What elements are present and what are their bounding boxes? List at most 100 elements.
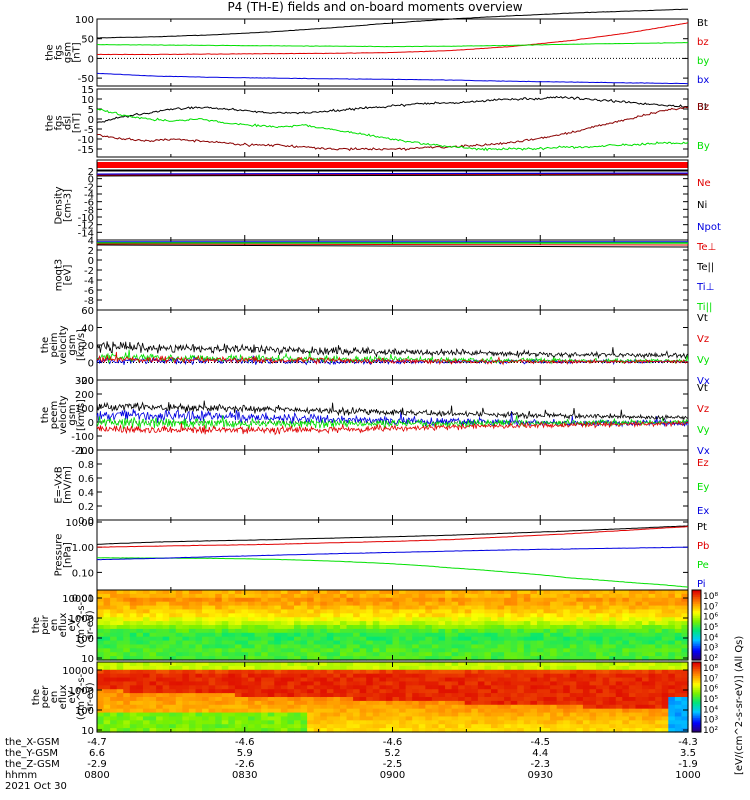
spectrogram-cell <box>169 628 177 634</box>
spectrogram-cell <box>372 609 380 614</box>
spectrogram-cell <box>123 605 131 611</box>
spectrogram-cell <box>353 700 361 706</box>
spectrogram-cell <box>274 677 282 683</box>
spectrogram-cell <box>294 621 302 626</box>
spectrogram-cell <box>156 724 164 729</box>
spectrogram-cell <box>156 632 164 638</box>
spectrogram-cell <box>379 673 387 679</box>
spectrogram-cell <box>215 593 223 599</box>
spectrogram-cell <box>556 669 564 675</box>
spectrogram-cell <box>642 662 650 667</box>
spectrogram-cell <box>267 601 275 607</box>
spectrogram-cell <box>609 673 617 679</box>
spectrogram-cell <box>129 669 137 675</box>
spectrogram-cell <box>182 590 190 595</box>
spectrogram-cell <box>484 697 492 702</box>
spectrogram-cell <box>162 609 170 614</box>
spectrogram-cell <box>609 697 617 702</box>
spectrogram-cell <box>609 625 617 630</box>
spectrogram-cell <box>339 665 348 671</box>
spectrogram-cell <box>248 673 256 679</box>
spectrogram-cell <box>530 597 538 603</box>
spectrogram-cell <box>353 704 361 710</box>
spectrogram-cell <box>471 704 479 710</box>
spectrogram-cell <box>563 689 571 694</box>
spectrogram-cell <box>596 636 604 642</box>
spectrogram-cell <box>576 708 584 714</box>
spectrogram-cell <box>438 609 446 614</box>
spectrogram-cell <box>530 662 538 667</box>
spectrogram-cell <box>136 669 144 675</box>
spectrogram-cell <box>464 593 472 599</box>
spectrogram-cell <box>294 728 302 733</box>
spectrogram-cell <box>412 693 420 698</box>
spectrogram-cell <box>110 681 118 686</box>
spectrogram-cell <box>254 609 262 614</box>
spectrogram-cell <box>543 689 551 694</box>
spectrogram-cell <box>175 685 183 690</box>
spectrogram-cell <box>379 677 387 683</box>
spectrogram-cell <box>208 590 216 595</box>
spectrogram-cell <box>129 724 137 729</box>
spectrogram-cell <box>589 728 597 733</box>
spectrogram-cell <box>175 597 183 603</box>
spectrogram-cell <box>294 605 302 611</box>
spectrogram-cell <box>202 628 210 634</box>
spectrogram-cell <box>307 724 315 729</box>
spectrogram-cell <box>635 625 643 630</box>
spectrogram-cell <box>628 644 637 649</box>
spectrogram-cell <box>536 681 545 686</box>
spectrogram-cell <box>228 640 236 646</box>
spectrogram-cell <box>530 636 538 642</box>
spectrogram-cell <box>504 720 512 725</box>
spectrogram-cell <box>353 605 361 611</box>
spectrogram-cell <box>405 628 413 634</box>
spectrogram-cell <box>674 636 683 642</box>
spectrogram-cell <box>497 644 505 649</box>
spectrogram-cell <box>188 697 197 702</box>
spectrogram-cell <box>97 697 105 702</box>
colorbar-cell <box>692 718 701 721</box>
spectrogram-cell <box>491 597 499 603</box>
spectrogram-cell <box>596 590 604 595</box>
spectrogram-cell <box>517 662 525 667</box>
spectrogram-cell <box>320 700 328 706</box>
spectrogram-cell <box>412 673 420 679</box>
spectrogram-cell <box>405 724 413 729</box>
colorbar-cell <box>692 677 701 681</box>
spectrogram-cell <box>110 716 118 721</box>
colorbar-cell <box>692 726 701 730</box>
spectrogram-cell <box>471 593 479 599</box>
spectrogram-cell <box>287 605 295 611</box>
spectrogram-cell <box>248 625 256 630</box>
spectrogram-cell <box>228 724 236 729</box>
spectrogram-cell <box>215 669 223 675</box>
spectrogram-cell <box>451 636 459 642</box>
spectrogram-cell <box>110 644 118 649</box>
spectrogram-cell <box>399 662 407 667</box>
spectrogram-cell <box>615 597 623 603</box>
y-tick-label: 0 <box>88 54 94 65</box>
spectrogram-cell <box>464 625 472 630</box>
spectrogram-cell <box>418 617 426 622</box>
spectrogram-cell <box>635 590 643 595</box>
spectrogram-cell <box>668 590 676 595</box>
spectrogram-cell <box>234 720 243 725</box>
spectrogram-cell <box>471 685 479 690</box>
spectrogram-cell <box>582 652 591 657</box>
spectrogram-cell <box>464 613 472 618</box>
spectrogram-cell <box>215 601 223 607</box>
spectrogram-cell <box>668 617 676 622</box>
spectrogram-cell <box>346 656 354 661</box>
spectrogram-cell <box>674 621 683 626</box>
spectrogram-cell <box>326 681 334 686</box>
spectrogram-cell <box>110 625 118 630</box>
spectrogram-cell <box>97 593 105 599</box>
spectrogram-cell <box>221 605 229 611</box>
spectrogram-cell <box>642 590 650 595</box>
spectrogram-cell <box>307 697 315 702</box>
spectrogram-cell <box>510 697 518 702</box>
spectrogram-cell <box>379 632 387 638</box>
spectrogram-cell <box>510 617 518 622</box>
